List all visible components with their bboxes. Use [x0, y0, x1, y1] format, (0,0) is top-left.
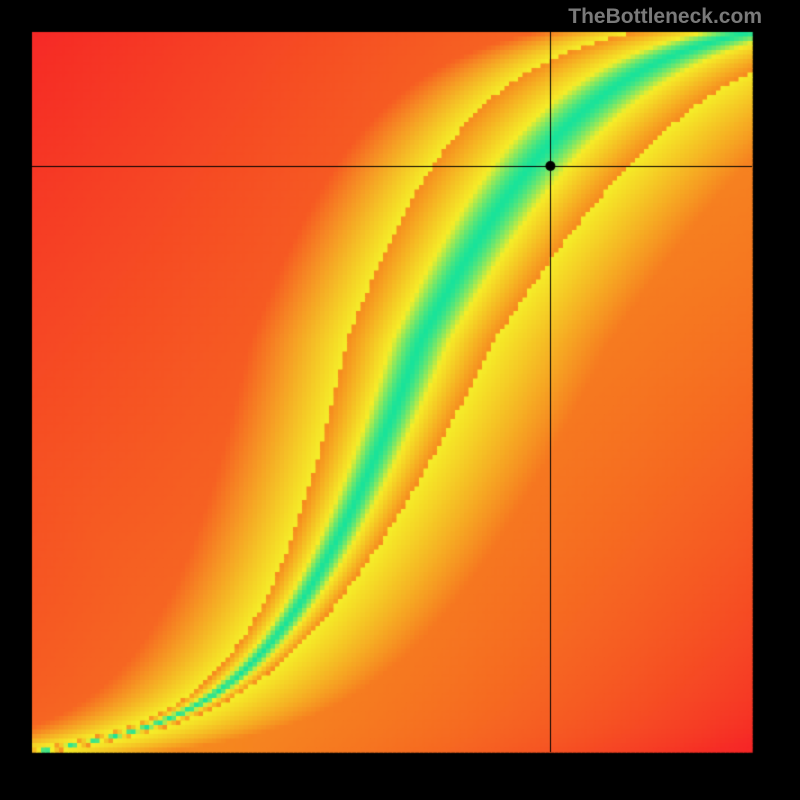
watermark-text: TheBottleneck.com [568, 5, 762, 29]
root-container: TheBottleneck.com [0, 0, 800, 800]
heatmap-canvas [0, 0, 800, 800]
